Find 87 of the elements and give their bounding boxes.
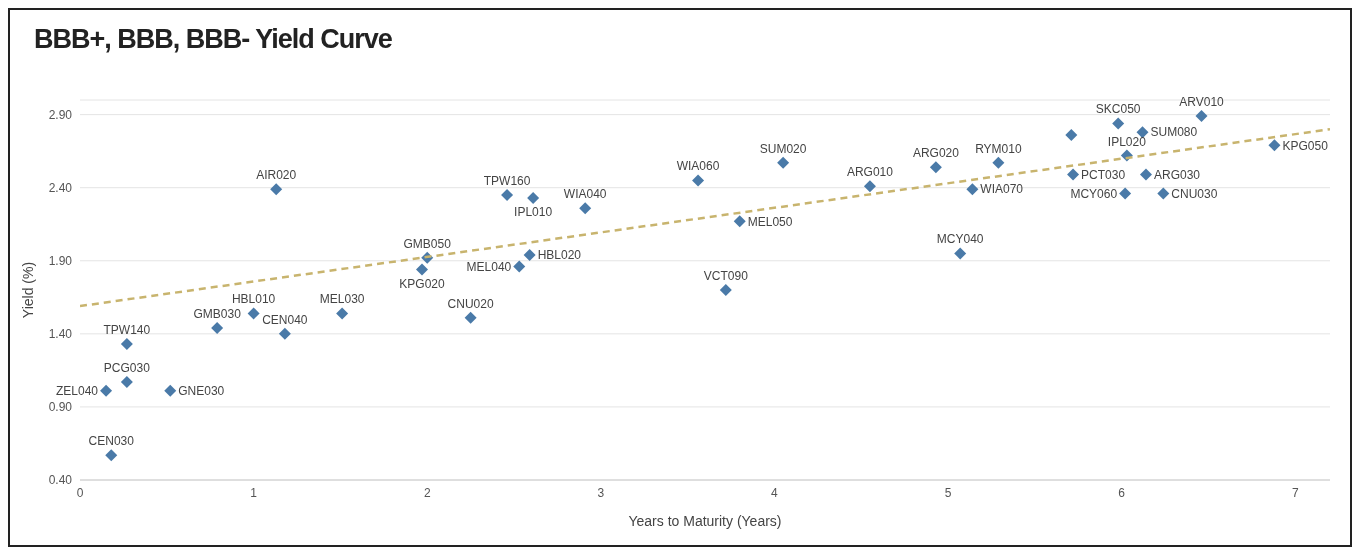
point <box>579 202 592 215</box>
annotation: WIA060 <box>676 159 720 174</box>
annotation: GMB050 <box>403 236 452 251</box>
annotation: SUM020 <box>759 141 807 156</box>
annotation: WIA040 <box>563 187 607 202</box>
annotation: TPW160 <box>483 174 531 188</box>
x-tick-label: 4 <box>771 485 779 500</box>
annotation: MEL050 <box>747 214 793 229</box>
annotation: ARG020 <box>912 146 960 161</box>
point <box>1268 139 1281 152</box>
y-axis-title: Yield (%) <box>19 261 36 319</box>
x-tick-label: 7 <box>1291 485 1299 500</box>
point <box>247 307 260 320</box>
point <box>501 189 514 201</box>
point <box>992 156 1005 169</box>
point <box>692 174 705 187</box>
annotation: CEN030 <box>88 434 135 449</box>
annotation: VCT090 <box>703 269 749 283</box>
point <box>278 327 291 340</box>
point <box>464 311 477 324</box>
y-tick-label: 0.40 <box>48 473 73 488</box>
point <box>1065 129 1078 142</box>
x-axis-title: Years to Maturity (Years) <box>628 513 782 529</box>
point <box>929 161 942 174</box>
point <box>100 384 113 397</box>
point <box>1195 110 1208 123</box>
y-tick-label: 1.90 <box>48 254 73 269</box>
annotation: RYM010 <box>975 141 1022 156</box>
point <box>120 338 133 351</box>
annotation: ARG030 <box>1153 167 1201 182</box>
annotation: KPG050 <box>1282 138 1329 153</box>
point <box>1139 168 1152 181</box>
annotation: CNU020 <box>447 296 494 311</box>
annotation: AIR020 <box>256 168 297 183</box>
x-tick-label: 3 <box>597 485 605 500</box>
point <box>1067 168 1080 181</box>
point <box>1157 187 1170 200</box>
annotation: SUM080 <box>1150 125 1198 140</box>
annotation: HBL010 <box>231 292 276 307</box>
annotation: ARG010 <box>846 165 894 180</box>
x-tick-label: 0 <box>76 485 84 500</box>
annotation: GNE030 <box>178 384 225 399</box>
point <box>777 156 790 169</box>
annotation: WIA070 <box>980 182 1024 197</box>
point <box>523 248 536 261</box>
point <box>513 260 526 273</box>
point <box>733 215 746 228</box>
point <box>954 247 967 260</box>
y-tick-label: 1.40 <box>48 327 73 342</box>
point <box>336 307 349 320</box>
point <box>863 180 876 193</box>
x-tick-label: 6 <box>1118 485 1126 500</box>
point <box>1119 187 1132 200</box>
annotation: ARV010 <box>1179 95 1225 110</box>
point <box>164 384 177 397</box>
annotation: SKC050 <box>1095 102 1141 117</box>
annotation: KPG020 <box>399 277 446 292</box>
annotation: MCY040 <box>936 232 984 247</box>
y-tick-label: 2.40 <box>48 180 73 195</box>
point <box>120 376 133 389</box>
annotation: MEL030 <box>319 292 365 307</box>
annotation: HBL020 <box>537 248 582 263</box>
point <box>105 449 118 462</box>
annotation: GMB030 <box>193 307 242 321</box>
y-tick-label: 2.90 <box>48 107 73 122</box>
annotation: ZEL040 <box>56 384 99 399</box>
annotation: IPL020 <box>1107 134 1147 149</box>
x-tick-label: 5 <box>944 485 952 500</box>
point <box>527 191 540 204</box>
annotation: CEN040 <box>262 312 308 327</box>
x-tick-label: 2 <box>423 485 431 500</box>
point <box>1112 117 1125 130</box>
x-tick-label: 1 <box>250 485 258 500</box>
chart-title: BBB+, BBB, BBB- Yield Curve <box>34 24 392 55</box>
annotation: PCT030 <box>1081 167 1126 182</box>
annotation: TPW140 <box>103 323 151 338</box>
point <box>270 183 283 196</box>
y-tick-label: 0.90 <box>48 400 73 415</box>
annotation: IPL010 <box>514 205 553 220</box>
point <box>966 183 979 196</box>
point <box>211 322 224 334</box>
annotation: CNU030 <box>1171 186 1218 201</box>
point <box>719 284 732 296</box>
annotation: MCY060 <box>1070 186 1118 201</box>
annotation: PCG030 <box>103 361 151 376</box>
point <box>416 263 429 276</box>
annotation: MEL040 <box>466 259 512 274</box>
